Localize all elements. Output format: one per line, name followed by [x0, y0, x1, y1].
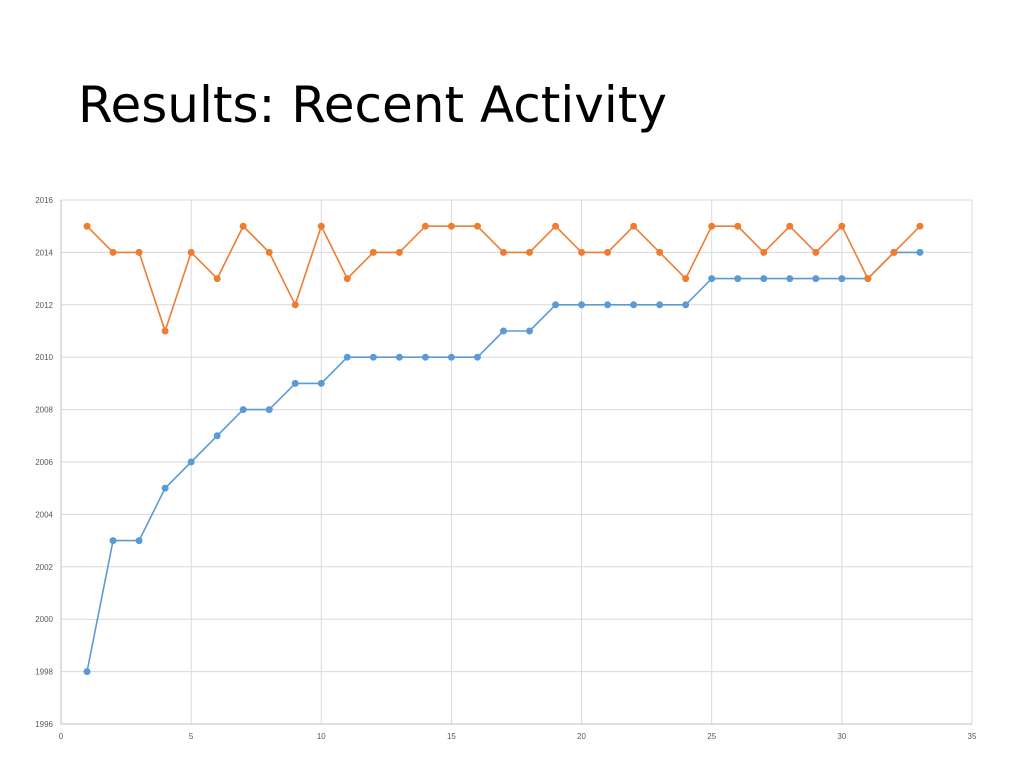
series-2-point [499, 248, 507, 256]
series-1-point [682, 301, 690, 309]
series-2-point [317, 222, 325, 230]
y-tick-label: 2016 [35, 196, 53, 205]
y-tick-label: 2002 [35, 563, 53, 572]
series-1-point [578, 301, 586, 309]
series-2-point [682, 275, 690, 283]
series-2-point [552, 222, 560, 230]
series-1-point [239, 406, 247, 414]
series-1-point [135, 537, 143, 545]
series-2-point [578, 248, 586, 256]
series-1-point [838, 275, 846, 283]
series-2-point [239, 222, 247, 230]
series-1-point [317, 379, 325, 387]
series-1-point [187, 458, 195, 466]
series-group [83, 222, 924, 676]
series-2-point [187, 248, 195, 256]
series-1-point [708, 275, 716, 283]
series-2-point [786, 222, 794, 230]
series-2-point [421, 222, 429, 230]
series-2-point [213, 275, 221, 283]
series-1-point [499, 327, 507, 335]
series-2-point [838, 222, 846, 230]
series-1-point [421, 353, 429, 361]
series-1-point [604, 301, 612, 309]
y-tick-label: 2006 [35, 458, 53, 467]
series-2-point [656, 248, 664, 256]
series-1-point [526, 327, 534, 335]
series-2-point [604, 248, 612, 256]
series-1-point [213, 432, 221, 440]
series-1-point [473, 353, 481, 361]
series-1-point [656, 301, 664, 309]
series-2-point [265, 248, 273, 256]
series-1-point [447, 353, 455, 361]
series-1-point [630, 301, 638, 309]
series-1-point [265, 406, 273, 414]
series-2-point [473, 222, 481, 230]
x-tick-label: 25 [707, 732, 716, 741]
x-tick-label: 10 [317, 732, 326, 741]
series-2-point [630, 222, 638, 230]
series-1-point [734, 275, 742, 283]
y-tick-labels: 1996 1998 2000 2002 2004 2006 2008 2010 2012 2014… [35, 196, 53, 729]
series-2-point [369, 248, 377, 256]
series-2 [83, 222, 924, 335]
y-tick-label: 2000 [35, 615, 53, 624]
series-2-point [812, 248, 820, 256]
series-1-point [343, 353, 351, 361]
x-tick-labels: 0 5 10 15 20 25 30 35 [59, 732, 977, 741]
series-2-point [760, 248, 768, 256]
series-1-point [916, 248, 924, 256]
series-1-point [760, 275, 768, 283]
x-tick-label: 5 [189, 732, 194, 741]
series-2-point [291, 301, 299, 309]
series-2-point [526, 248, 534, 256]
series-2-point [734, 222, 742, 230]
x-tick-label: 35 [968, 732, 977, 741]
series-2-point [395, 248, 403, 256]
y-tick-label: 1996 [35, 720, 53, 729]
x-tick-label: 0 [59, 732, 64, 741]
series-1-point [83, 668, 91, 676]
y-tick-label: 2014 [35, 248, 53, 257]
series-2-point [161, 327, 169, 335]
series-2-point [109, 248, 117, 256]
x-tick-label: 30 [837, 732, 846, 741]
series-2-point [447, 222, 455, 230]
y-tick-label: 2012 [35, 301, 53, 310]
y-tick-label: 1998 [35, 668, 53, 677]
series-1-point [812, 275, 820, 283]
y-tick-label: 2004 [35, 510, 53, 519]
series-2-point [864, 275, 872, 283]
series-2-point [135, 248, 143, 256]
series-1-point [291, 379, 299, 387]
y-tick-label: 2008 [35, 406, 53, 415]
series-1-point [552, 301, 560, 309]
series-1-point [161, 484, 169, 492]
series-2-point [708, 222, 716, 230]
slide-title: Results: Recent Activity [78, 76, 667, 134]
series-2-point [343, 275, 351, 283]
series-1-point [109, 537, 117, 545]
series-2-point [916, 222, 924, 230]
y-tick-label: 2010 [35, 353, 53, 362]
x-tick-label: 20 [577, 732, 586, 741]
series-1-point [395, 353, 403, 361]
axes [60, 200, 972, 725]
series-2-point [83, 222, 91, 230]
series-1-point [786, 275, 794, 283]
series-2-point [890, 248, 898, 256]
x-tick-label: 15 [447, 732, 456, 741]
series-1-point [369, 353, 377, 361]
